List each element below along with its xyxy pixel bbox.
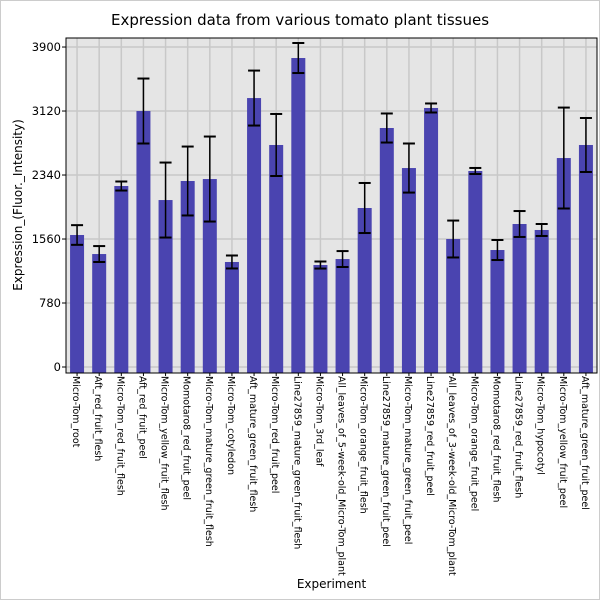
- bar: [158, 200, 173, 374]
- x-tick-label: Momotaro8_red_fruit_flesh: [490, 376, 502, 503]
- bar: [247, 98, 262, 374]
- x-axis-label: Experiment: [296, 577, 367, 591]
- x-tick-label: Aft_mature_green_fruit_peel: [578, 376, 590, 510]
- x-tick-label: Micro-Tom_yellow_fruit_flesh: [158, 376, 170, 511]
- plot-border: [65, 37, 598, 374]
- bar: [335, 259, 350, 374]
- x-tick-label: Aft_red_fruit_peel: [136, 376, 148, 459]
- bar: [379, 128, 394, 374]
- error-bars: [71, 42, 592, 270]
- x-tick-label: Aft_red_fruit_flesh: [92, 376, 104, 462]
- y-tick-label: 780: [39, 296, 61, 310]
- x-tick-label: Line27859_mature_green_fruit_flesh: [291, 376, 303, 550]
- x-tick-label: Aft_mature_green_fruit_flesh: [247, 376, 259, 513]
- bar: [446, 239, 461, 374]
- bar: [401, 168, 416, 374]
- bar: [291, 58, 306, 374]
- bar: [424, 107, 439, 374]
- x-tick-label: Line27859_mature_green_fruit_peel: [379, 376, 391, 547]
- bar: [114, 186, 129, 374]
- bar: [578, 144, 593, 374]
- bar: [556, 158, 571, 374]
- bar: [534, 229, 549, 374]
- bar: [70, 234, 85, 374]
- chart-title: Expression data from various tomato plan…: [110, 11, 490, 29]
- bar: [224, 261, 239, 374]
- y-ticks: 0 780 1560 2340 3120 3900: [32, 40, 587, 376]
- bar: [512, 224, 527, 374]
- x-tick-label: Micro-Tom_root: [70, 376, 82, 448]
- bar: [490, 250, 505, 374]
- x-tick-label: Micro-Tom_red_fruit_flesh: [114, 376, 126, 496]
- x-tick-label: All_leaves_of_3-week-old_Micro-Tom_plant: [446, 376, 458, 576]
- bar: [180, 181, 195, 374]
- bar: [136, 111, 151, 374]
- bar: [357, 208, 372, 374]
- x-tick-label: Momotaro8_red_fruit_peel: [180, 376, 192, 500]
- x-tick-label: Micro-Tom_hypocotyl: [534, 376, 546, 475]
- bar: [92, 254, 107, 374]
- bar: [202, 179, 217, 374]
- x-tick-label: All_leaves_of_5-week-old_Micro-Tom_plant: [335, 376, 347, 576]
- x-tick-label: Micro-Tom_orange_fruit_flesh: [357, 376, 369, 514]
- x-tick-label: Micro-Tom_cotyledon: [224, 376, 236, 476]
- y-tick-label: 3900: [32, 40, 61, 54]
- plot-area: [66, 38, 597, 373]
- y-tick-label: 2340: [32, 168, 61, 182]
- x-tick-label: Micro-Tom_red_fruit_peel: [269, 376, 281, 494]
- x-tick-label: Micro-Tom_3rd_leaf: [313, 376, 325, 467]
- bar: [313, 265, 328, 374]
- bar: [468, 170, 483, 374]
- x-tick-label: Micro-Tom_orange_fruit_peel: [468, 376, 480, 512]
- y-tick-label: 3120: [32, 104, 61, 118]
- y-tick-label: 0: [54, 360, 61, 374]
- x-tick-label: Micro-Tom_mature_green_fruit_peel: [401, 376, 413, 545]
- x-tick-label: Line27859_red_fruit_flesh: [512, 376, 524, 499]
- x-tick-label: Micro-Tom_yellow_fruit_peel: [556, 376, 568, 509]
- x-tick-label: Line27859_red_fruit_peel: [424, 376, 436, 496]
- bars: [70, 58, 593, 374]
- bar: [269, 144, 284, 374]
- x-tick-label: Micro-Tom_mature_green_fruit_flesh: [202, 376, 214, 547]
- y-tick-label: 1560: [32, 232, 61, 246]
